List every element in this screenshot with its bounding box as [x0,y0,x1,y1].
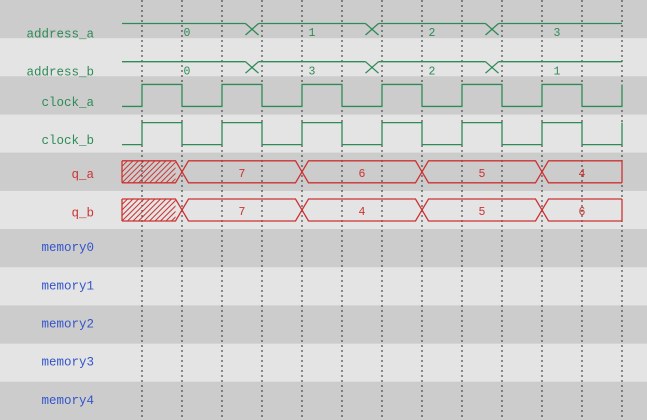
svg-text:4: 4 [579,168,586,181]
svg-text:memory4: memory4 [41,394,94,408]
svg-text:7: 7 [239,168,246,181]
svg-text:memory2: memory2 [41,318,94,332]
svg-text:clock_b: clock_b [41,134,94,148]
svg-text:5: 5 [479,168,486,181]
svg-text:2: 2 [429,65,436,78]
svg-text:address_b: address_b [26,66,94,80]
svg-text:4: 4 [359,206,366,219]
svg-text:6: 6 [579,206,586,219]
svg-text:0: 0 [184,27,191,40]
svg-text:6: 6 [359,168,366,181]
svg-text:7: 7 [239,206,246,219]
svg-text:2: 2 [429,27,436,40]
svg-text:1: 1 [554,65,561,78]
svg-text:3: 3 [554,27,561,40]
svg-text:1: 1 [309,27,316,40]
svg-text:clock_a: clock_a [41,96,94,110]
svg-text:5: 5 [479,206,486,219]
svg-text:memory3: memory3 [41,356,94,370]
svg-text:address_a: address_a [26,28,94,42]
svg-text:memory0: memory0 [41,241,94,255]
svg-text:q_a: q_a [71,168,94,182]
svg-text:q_b: q_b [71,206,94,220]
svg-text:0: 0 [184,65,191,78]
svg-text:3: 3 [309,65,316,78]
svg-text:memory1: memory1 [41,279,94,293]
